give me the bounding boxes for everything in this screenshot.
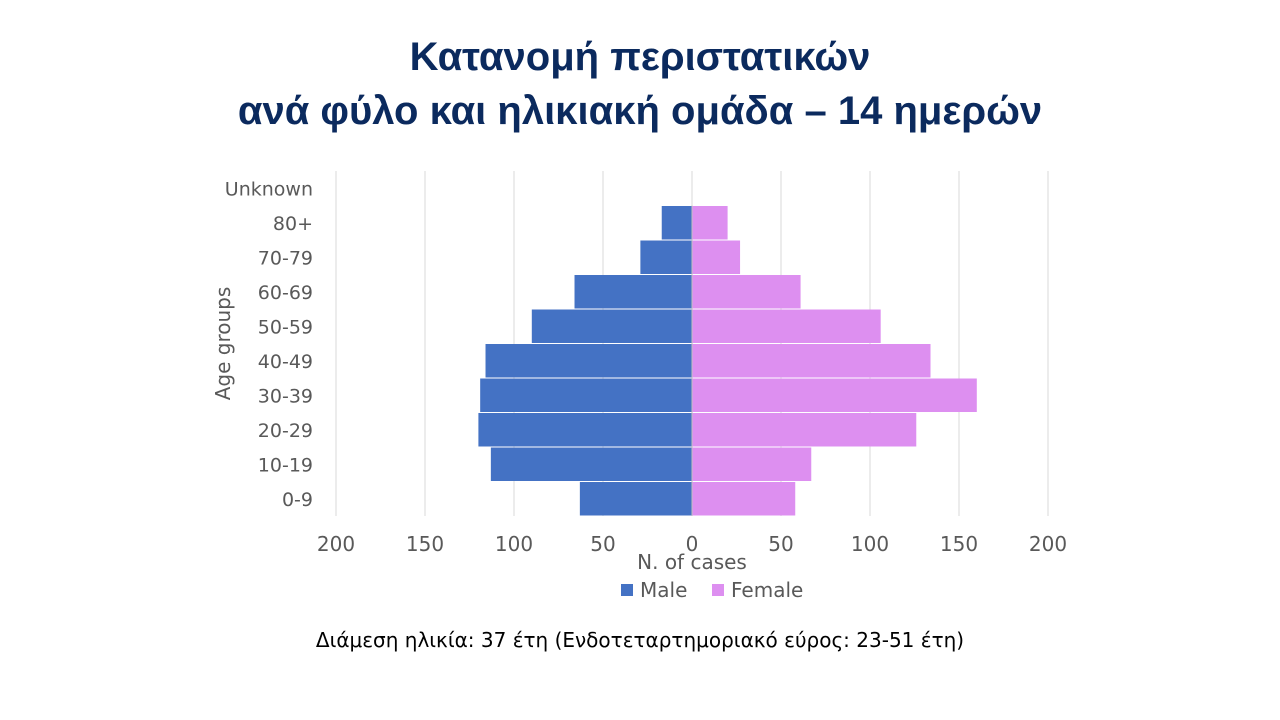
bar-male [640, 240, 692, 274]
y-category-label: Unknown [225, 178, 313, 200]
bar-male [661, 206, 692, 240]
bar-female [692, 413, 917, 447]
legend-label: Female [731, 578, 803, 602]
legend-label: Male [640, 578, 687, 602]
bar-female [692, 275, 801, 309]
y-category-label: 40-49 [258, 351, 313, 373]
y-category-label: 10-19 [258, 454, 313, 476]
legend-swatch [621, 584, 633, 596]
x-tick-label: 150 [940, 532, 978, 556]
median-age-note: Διάμεση ηλικία: 37 έτη (Ενδοτεταρτημορια… [315, 628, 965, 652]
slide-title: Κατανομή περιστατικών ανά φύλο και ηλικι… [0, 30, 1280, 138]
bar-male [490, 447, 692, 481]
bar-male [485, 344, 692, 378]
y-category-label: 60-69 [258, 282, 313, 304]
bar-female [692, 309, 881, 343]
x-tick-label: 50 [768, 532, 793, 556]
title-line-1: Κατανομή περιστατικών [409, 35, 871, 79]
bar-male [574, 275, 692, 309]
x-axis-title: N. of cases [637, 550, 747, 574]
y-category-label: 70-79 [258, 247, 313, 269]
bar-female [692, 447, 812, 481]
legend-swatch [712, 584, 724, 596]
bar-female [692, 344, 931, 378]
y-category-label: 30-39 [258, 385, 313, 407]
bar-female [692, 206, 728, 240]
x-tick-label: 100 [851, 532, 889, 556]
x-tick-label: 100 [495, 532, 533, 556]
title-line-2: ανά φύλο και ηλικιακή ομάδα – 14 ημερών [237, 89, 1043, 133]
bars [478, 206, 977, 516]
x-tick-label: 50 [590, 532, 615, 556]
y-category-label: 20-29 [258, 420, 313, 442]
legend: Male Female [621, 578, 803, 602]
bar-male [579, 482, 692, 516]
labels: 200 150 100 50 0 50 100 150 2000-910-1920-2930-3… [211, 178, 1067, 574]
bar-male [478, 413, 692, 447]
y-axis-title: Age groups [211, 287, 235, 401]
bar-female [692, 378, 977, 412]
y-category-label: 0-9 [282, 489, 313, 511]
bar-male [480, 378, 692, 412]
bar-male [531, 309, 692, 343]
bar-female [692, 240, 741, 274]
bar-female [692, 482, 796, 516]
x-tick-label: 200 [1029, 532, 1067, 556]
x-tick-label: 150 [406, 532, 444, 556]
y-category-label: 50-59 [258, 316, 313, 338]
x-tick-label: 0 [686, 532, 699, 556]
y-category-label: 80+ [273, 213, 313, 235]
x-tick-label: 200 [317, 532, 355, 556]
